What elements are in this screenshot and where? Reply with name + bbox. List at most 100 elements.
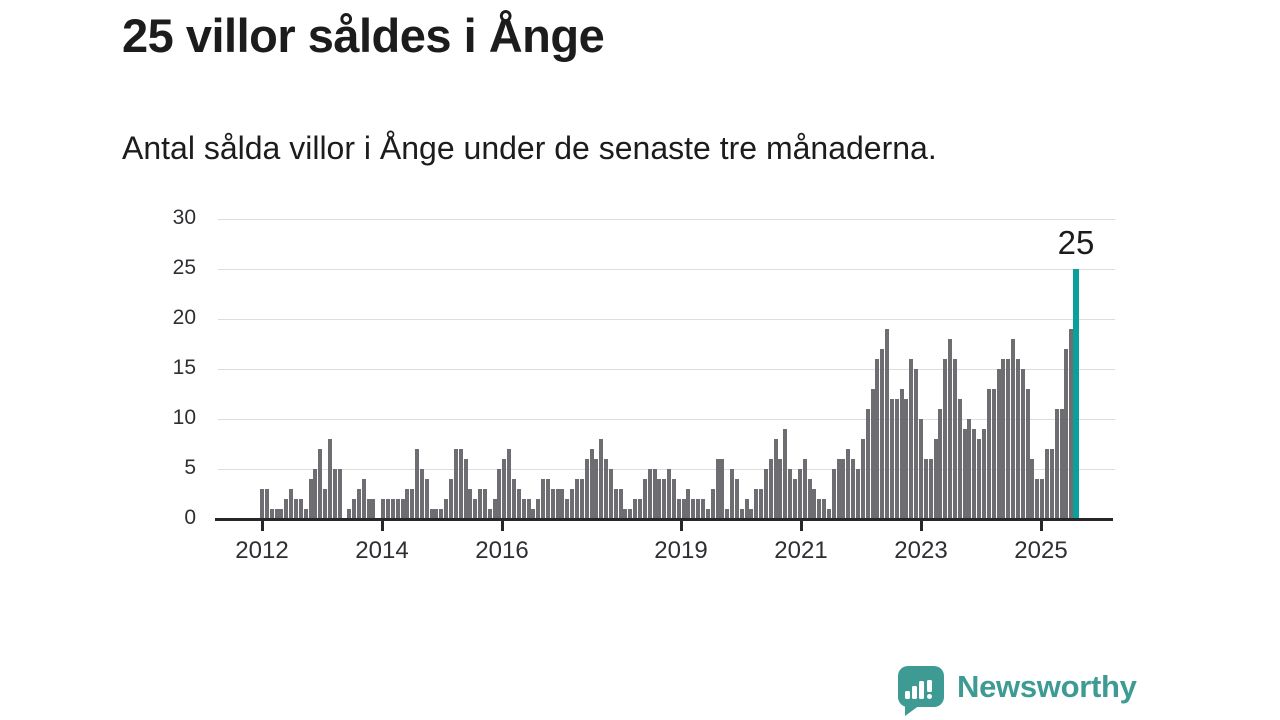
- x-axis-tick-label: 2012: [235, 537, 289, 564]
- y-gridline: [218, 319, 1115, 320]
- bar: [512, 479, 516, 519]
- bar: [541, 479, 545, 519]
- bar: [759, 489, 764, 519]
- bar: [739, 509, 744, 519]
- bar: [730, 469, 734, 519]
- bar: [851, 459, 856, 519]
- bar: [439, 509, 444, 519]
- bar: [536, 499, 541, 519]
- x-axis-tick: [381, 521, 384, 531]
- bar: [923, 459, 928, 519]
- bar: [347, 509, 352, 519]
- page-title: 25 villor såldes i Ånge: [122, 9, 605, 62]
- bar: [870, 389, 875, 519]
- bar: [313, 469, 318, 519]
- bar: [919, 419, 923, 519]
- y-axis-tick-label: 25: [172, 256, 196, 279]
- bar: [279, 509, 284, 519]
- bar: [463, 459, 468, 519]
- bar: [778, 459, 783, 519]
- bar: [957, 399, 962, 519]
- x-axis-line: [215, 518, 1113, 521]
- bar: [671, 479, 676, 519]
- bar: [589, 449, 594, 519]
- bar: [696, 499, 701, 519]
- bar: [293, 499, 298, 519]
- bar: [710, 489, 715, 519]
- bar: [269, 509, 274, 519]
- highlight-bar: [1073, 269, 1079, 519]
- bar: [817, 499, 822, 519]
- bar: [768, 459, 773, 519]
- bar: [400, 499, 405, 519]
- bar: [284, 499, 289, 519]
- bar: [434, 509, 439, 519]
- bar: [555, 489, 560, 519]
- bar: [967, 419, 972, 519]
- bar: [574, 479, 579, 519]
- x-axis-tick: [261, 521, 264, 531]
- bar: [783, 429, 788, 519]
- y-gridline: [218, 219, 1115, 220]
- bar: [734, 479, 739, 519]
- bar: [594, 459, 599, 519]
- bar: [1069, 329, 1074, 519]
- bar: [1011, 339, 1015, 519]
- bar: [1025, 389, 1030, 519]
- bar: [531, 509, 536, 519]
- bar: [410, 489, 415, 519]
- bar: [981, 429, 986, 519]
- bar: [550, 489, 555, 519]
- bar: [381, 499, 386, 519]
- bar: [637, 499, 642, 519]
- bar: [836, 459, 841, 519]
- x-axis-tick-label: 2025: [1014, 537, 1068, 564]
- bar: [943, 359, 948, 519]
- x-axis-tick: [920, 521, 923, 531]
- bar: [754, 489, 759, 519]
- bar: [996, 369, 1001, 519]
- bar: [298, 499, 303, 519]
- bar: [516, 489, 521, 519]
- bar: [856, 469, 860, 519]
- bar: [914, 369, 919, 519]
- newsworthy-logo: Newsworthy: [898, 666, 1137, 716]
- bar: [608, 469, 613, 519]
- x-axis-tick: [501, 521, 504, 531]
- bar: [909, 359, 914, 519]
- bar: [356, 489, 361, 519]
- y-gridline: [218, 469, 1115, 470]
- y-axis-tick-label: 30: [172, 206, 196, 229]
- x-axis-tick: [1040, 521, 1043, 531]
- y-gridline: [218, 369, 1115, 370]
- x-axis-tick-label: 2023: [894, 537, 948, 564]
- bar: [667, 469, 671, 519]
- bar: [366, 499, 371, 519]
- y-axis-tick-label: 5: [184, 456, 196, 479]
- bar: [599, 439, 604, 519]
- bar: [972, 429, 977, 519]
- bar: [623, 509, 628, 519]
- bar: [933, 439, 938, 519]
- speech-bubble-bar-chart-icon: [898, 666, 944, 716]
- bar: [429, 509, 434, 519]
- bar: [725, 509, 730, 519]
- bar: [386, 499, 390, 519]
- bar: [1035, 479, 1040, 519]
- bar: [303, 509, 308, 519]
- bar: [453, 449, 458, 519]
- bar: [647, 469, 652, 519]
- bar: [686, 489, 691, 519]
- chart-subtitle: Antal sålda villor i Ånge under de senas…: [122, 130, 937, 166]
- bar: [560, 489, 565, 519]
- bar: [449, 479, 453, 519]
- bar: [802, 459, 807, 519]
- bar: [894, 399, 899, 519]
- bar: [1030, 459, 1035, 519]
- bar: [875, 359, 880, 519]
- bar: [657, 479, 662, 519]
- bar: [938, 409, 943, 519]
- bar: [584, 459, 589, 519]
